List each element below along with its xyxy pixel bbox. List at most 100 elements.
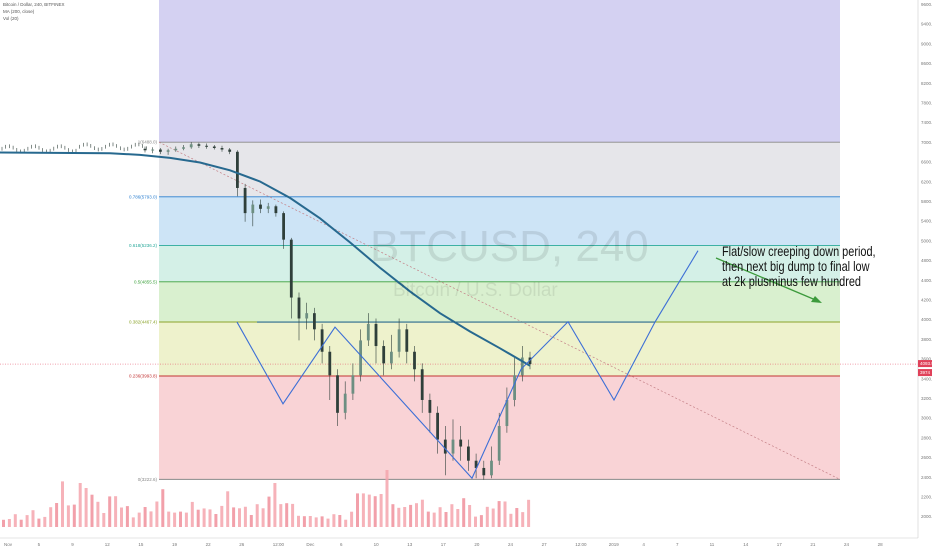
- y-tick-label: 4200.0: [921, 298, 932, 303]
- moving-average: [0, 151, 531, 367]
- volume-bar: [55, 503, 59, 527]
- y-tick-label: 7400.0: [921, 120, 932, 125]
- y-tick-label: 7800.0: [921, 101, 932, 106]
- y-tick-label: 3200.0: [921, 396, 932, 401]
- x-tick-label: 15: [138, 542, 144, 547]
- annotation-line-1: Flat/slow creeping down period,: [722, 243, 876, 259]
- volume-bar: [415, 503, 418, 527]
- projection-path: [236, 250, 699, 480]
- volume-bar: [326, 518, 330, 527]
- y-tick-label: 4400.0: [921, 278, 932, 283]
- y-tick-label: 4000.0: [921, 317, 932, 322]
- projection-line: [236, 250, 699, 480]
- watermark-name: Bitcoin / U.S. Dollar: [393, 280, 558, 301]
- y-tick-label: 8600.0: [921, 61, 932, 66]
- volume-bar: [108, 496, 112, 527]
- volume-bar: [409, 504, 413, 527]
- volume-bar: [391, 504, 395, 527]
- volume-bar: [450, 504, 454, 527]
- volume-bar: [261, 508, 265, 527]
- candle-body: [451, 439, 455, 454]
- candle-body: [359, 340, 362, 376]
- watermark-ticker: BTCUSD, 240: [370, 222, 649, 271]
- fib-level-label: 0(3222.6): [138, 477, 158, 482]
- x-tick-label: 17: [441, 542, 447, 547]
- y-tick-label: 9600.0: [921, 2, 932, 7]
- volume-bar: [243, 506, 247, 527]
- candle-body: [174, 148, 178, 151]
- fib-level-label: 0.5(4855.5): [134, 279, 158, 284]
- annotation-line-2: then next big dump to final low: [722, 258, 870, 274]
- volume-bar: [202, 508, 206, 527]
- volume-bar: [356, 493, 359, 527]
- volume-bar: [485, 506, 489, 527]
- volume-bar: [2, 519, 5, 527]
- volume-bar: [332, 514, 336, 527]
- trendline: [158, 141, 841, 480]
- x-tick-label: 11: [710, 542, 715, 547]
- fib-level-label: 0.236(3993.8): [129, 374, 158, 379]
- candle-body: [413, 351, 416, 370]
- y-tick-label: 9000.0: [921, 41, 932, 46]
- trendline: [158, 141, 841, 480]
- volume-bar: [249, 515, 253, 527]
- volume-bar: [491, 508, 495, 527]
- candle-body: [497, 426, 501, 461]
- volume-bar: [167, 511, 171, 527]
- volume-bar: [456, 509, 460, 527]
- volume-bar: [31, 510, 35, 527]
- candle-body: [289, 239, 293, 298]
- volume-bar: [361, 493, 365, 527]
- volume-bar: [25, 515, 29, 527]
- volume-bar: [214, 514, 218, 527]
- fib-zone: [159, 281, 840, 322]
- volume-bar: [190, 501, 194, 527]
- volume-bar: [43, 516, 47, 527]
- volume-bar: [255, 504, 259, 527]
- candle-body: [205, 145, 208, 147]
- volume-bar: [102, 513, 106, 527]
- volume-bar: [314, 517, 318, 527]
- volume-bar: [161, 489, 165, 527]
- candle-body: [228, 149, 232, 152]
- y-tick-label: 5000.0: [921, 238, 932, 243]
- volume-bar: [373, 496, 377, 527]
- y-tick-label: 2800.0: [921, 435, 932, 440]
- x-tick-label: 21: [810, 542, 816, 547]
- volume-bar: [125, 506, 129, 527]
- x-tick-label: 22: [206, 542, 212, 547]
- volume-bar: [367, 494, 371, 527]
- y-tick-label: 3400.0: [921, 376, 932, 381]
- candle-body: [143, 148, 147, 151]
- volume-bar: [19, 519, 23, 527]
- x-tick-label: 28: [878, 542, 884, 547]
- volume-bar: [468, 505, 472, 527]
- candle-body: [282, 213, 285, 240]
- candle-body: [397, 329, 401, 352]
- candle-body: [343, 393, 347, 413]
- arrow: [715, 257, 822, 303]
- volume-bar: [509, 513, 513, 527]
- y-tick-label: 9400.0: [921, 22, 932, 27]
- volume-bar: [497, 501, 501, 527]
- y-tick-label: 4800.0: [921, 258, 932, 263]
- volume-bar: [503, 501, 507, 527]
- x-tick-label: 12: [105, 542, 111, 547]
- x-tick-label: 7: [676, 542, 679, 547]
- annotation-text[interactable]: Flat/slow creeping down period, then nex…: [722, 244, 876, 289]
- fib-zone: [159, 196, 840, 246]
- volume-bar: [267, 496, 271, 527]
- candle-body: [297, 297, 301, 319]
- volume-bar: [84, 488, 88, 527]
- candle-body: [420, 369, 424, 400]
- ma-line: [0, 151, 531, 367]
- candle-body: [151, 149, 155, 151]
- candle-body: [336, 375, 339, 413]
- arrow-head: [811, 296, 822, 303]
- fib-labels: 1.618(9494.3)1(6488.0)0.786(5793.0)0.618…: [129, 140, 158, 482]
- x-tick-label: 5: [38, 542, 41, 547]
- candle-body: [474, 460, 478, 468]
